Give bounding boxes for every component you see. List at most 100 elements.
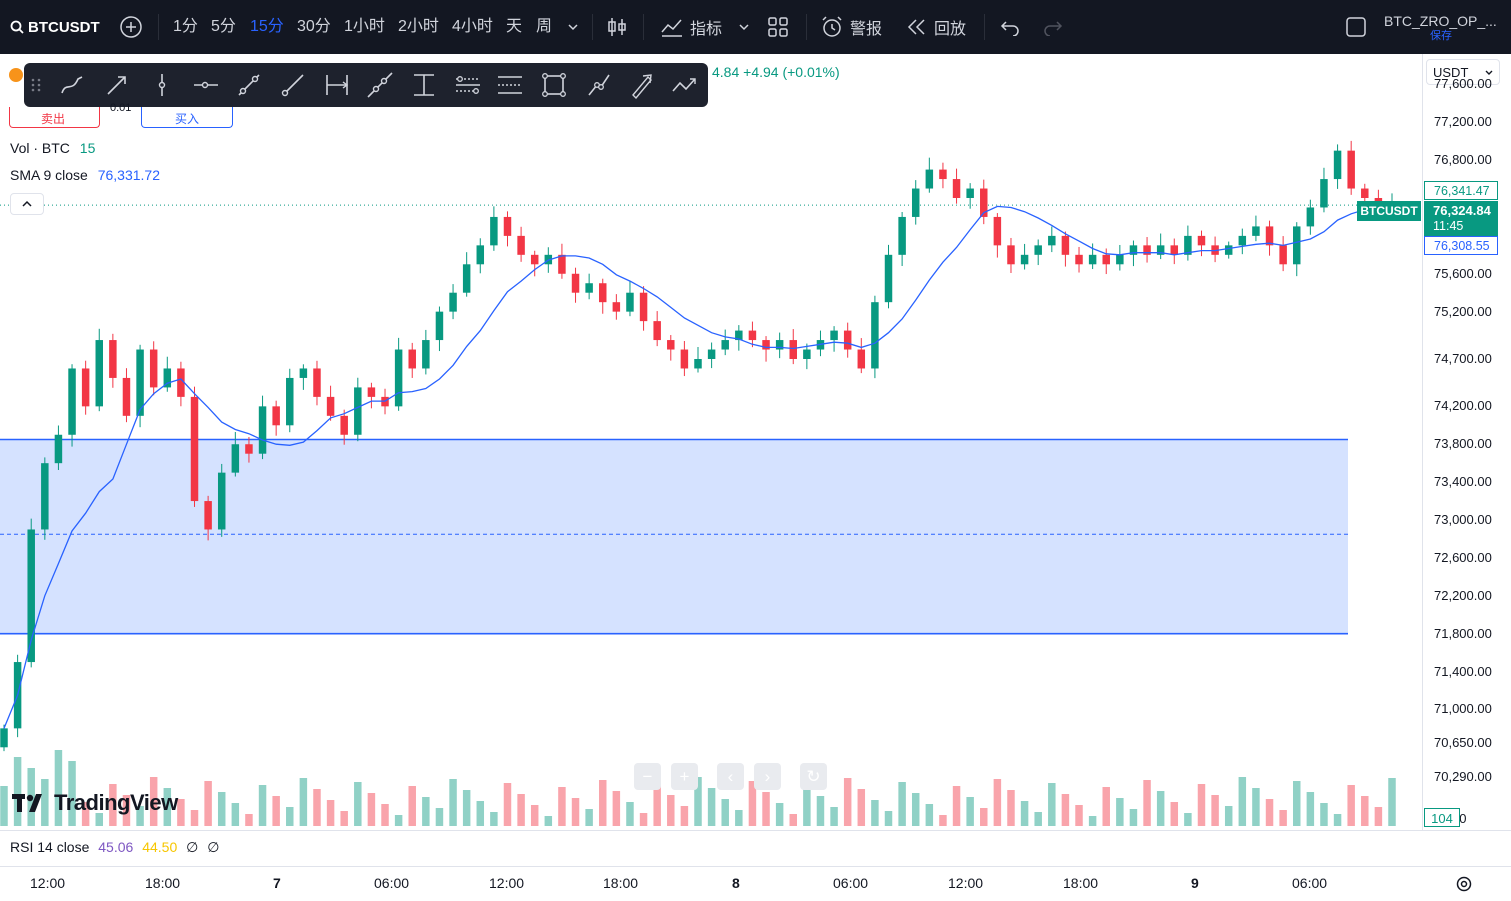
tradingview-logo[interactable]: TradingView xyxy=(12,790,178,816)
scroll-left-button[interactable]: ‹ xyxy=(717,763,744,790)
date-range-tool-icon[interactable] xyxy=(323,71,351,99)
currency-select[interactable]: USDT xyxy=(1426,59,1500,85)
volume-bar xyxy=(286,807,294,826)
candle-body xyxy=(394,349,403,407)
candle-body xyxy=(1197,235,1206,246)
symbol-search-button[interactable]: BTCUSDT xyxy=(10,0,100,54)
collapse-legend-button[interactable] xyxy=(10,193,44,215)
timeframe-15m[interactable]: 15分 xyxy=(250,18,284,35)
redo-button[interactable] xyxy=(1043,0,1063,54)
horizontal-ray-tool-icon[interactable] xyxy=(192,71,220,99)
volume-bar xyxy=(952,786,961,826)
ray-tool-icon[interactable] xyxy=(279,71,307,99)
candle-body xyxy=(408,349,416,369)
brush-tool-icon[interactable] xyxy=(58,71,86,99)
drawing-toolbar[interactable] xyxy=(24,63,708,107)
layout-grid-button[interactable] xyxy=(767,0,789,54)
extended-line-tool-icon[interactable] xyxy=(366,71,394,99)
trend-line-tool-icon[interactable] xyxy=(235,71,263,99)
arrow-tool-icon[interactable] xyxy=(103,71,131,99)
polyline-tool-icon[interactable] xyxy=(671,71,699,99)
candle-body xyxy=(462,264,471,293)
volume-bar xyxy=(68,761,76,826)
timeframe-week[interactable]: 周 xyxy=(536,18,553,35)
price-scale[interactable] xyxy=(1422,54,1511,830)
timeframe-day[interactable]: 天 xyxy=(506,18,523,35)
path-tool-icon[interactable] xyxy=(585,71,613,99)
alerts-button[interactable]: 警报 xyxy=(820,0,882,54)
price-range-tool-icon[interactable] xyxy=(410,71,438,99)
volume-bar xyxy=(626,802,634,826)
volume-bar xyxy=(639,813,648,826)
price-axis-label: 71,400.00 xyxy=(1434,664,1492,679)
rectangle-tool-icon[interactable] xyxy=(540,71,568,99)
volume-bar xyxy=(490,812,498,826)
rsi-legend: RSI 14 close 45.06 44.50 ∅ ∅ xyxy=(10,839,219,856)
scroll-right-button[interactable]: › xyxy=(754,763,781,790)
timeframe-4h[interactable]: 4小时 xyxy=(452,18,493,35)
parallel-channel-tool-icon[interactable] xyxy=(454,71,482,99)
volume-legend[interactable]: Vol · BTC 15 xyxy=(10,140,95,156)
candles-icon xyxy=(608,18,626,36)
timeframe-1h[interactable]: 1小时 xyxy=(344,18,385,35)
volume-bar xyxy=(939,815,947,826)
fib-retracement-tool-icon[interactable] xyxy=(496,71,524,99)
volume-bar xyxy=(843,778,852,826)
timeframe-5m[interactable]: 5分 xyxy=(211,18,236,35)
volume-bar xyxy=(1320,803,1328,826)
buy-button[interactable]: 买入 xyxy=(141,107,233,128)
volume-bar xyxy=(966,797,974,826)
chart-settings-button[interactable] xyxy=(1455,875,1473,898)
volume-bar xyxy=(258,785,267,826)
rsi-pane[interactable]: RSI 14 close 45.06 44.50 ∅ ∅ xyxy=(0,830,1511,867)
volume-bar xyxy=(1061,794,1070,826)
bar-countdown: 11:45 xyxy=(1433,219,1464,233)
chevron-down-icon xyxy=(739,24,749,31)
time-axis[interactable]: 12:00 18:00 7 06:00 12:00 18:00 8 06:00 … xyxy=(0,866,1511,901)
candle-body xyxy=(667,340,675,350)
divider xyxy=(592,14,593,40)
vertical-line-tool-icon[interactable] xyxy=(148,71,176,99)
current-price: 76,324.84 xyxy=(1433,203,1491,218)
add-symbol-button[interactable] xyxy=(119,0,143,54)
zoom-in-button[interactable]: + xyxy=(671,763,698,790)
sma-legend[interactable]: SMA 9 close 76,331.72 xyxy=(10,167,160,183)
layout-save-button[interactable]: BTC_ZRO_OP_... 保存 xyxy=(1384,12,1504,44)
volume-bar xyxy=(299,778,308,826)
fullscreen-button[interactable] xyxy=(1344,0,1368,54)
timeframe-2h[interactable]: 2小时 xyxy=(398,18,439,35)
chevron-down-icon xyxy=(568,24,578,31)
reset-chart-button[interactable]: ↻ xyxy=(800,763,827,790)
chart-type-button[interactable] xyxy=(606,0,628,54)
timeframe-30m[interactable]: 30分 xyxy=(297,18,331,35)
price-change: 4.84 +4.94 (+0.01%) xyxy=(712,64,840,80)
candle-body xyxy=(1347,150,1355,189)
timeframe-dropdown[interactable] xyxy=(566,0,580,54)
replay-button[interactable]: 回放 xyxy=(906,0,966,54)
volume-bar xyxy=(1129,809,1138,826)
time-label: 12:00 xyxy=(489,875,525,891)
undo-button[interactable] xyxy=(1000,0,1020,54)
indicators-dropdown[interactable] xyxy=(737,0,751,54)
arrow-marker-tool-icon[interactable] xyxy=(628,71,656,99)
chevron-down-icon xyxy=(1485,70,1493,75)
layout-name: BTC_ZRO_OP_... xyxy=(1384,13,1497,29)
indicators-button[interactable]: 指标 xyxy=(660,0,722,54)
timeframe-1m[interactable]: 1分 xyxy=(173,18,198,35)
candle-body xyxy=(313,368,321,397)
plus-circle-icon xyxy=(120,16,142,38)
candle-body xyxy=(1320,179,1328,208)
tradingview-logo-icon xyxy=(12,794,42,812)
zoom-out-button[interactable]: − xyxy=(634,763,661,790)
candle-body xyxy=(122,377,131,416)
candle-body xyxy=(245,444,253,454)
candle-body xyxy=(0,728,8,748)
price-axis-label: 70,650.00 xyxy=(1434,735,1492,750)
volume-bar xyxy=(54,750,63,826)
candle-body xyxy=(1143,245,1151,255)
drag-handle-icon[interactable] xyxy=(28,71,44,99)
sell-button[interactable]: 卖出 xyxy=(9,107,100,128)
time-label: 12:00 xyxy=(30,875,66,891)
candle-body xyxy=(871,302,879,369)
